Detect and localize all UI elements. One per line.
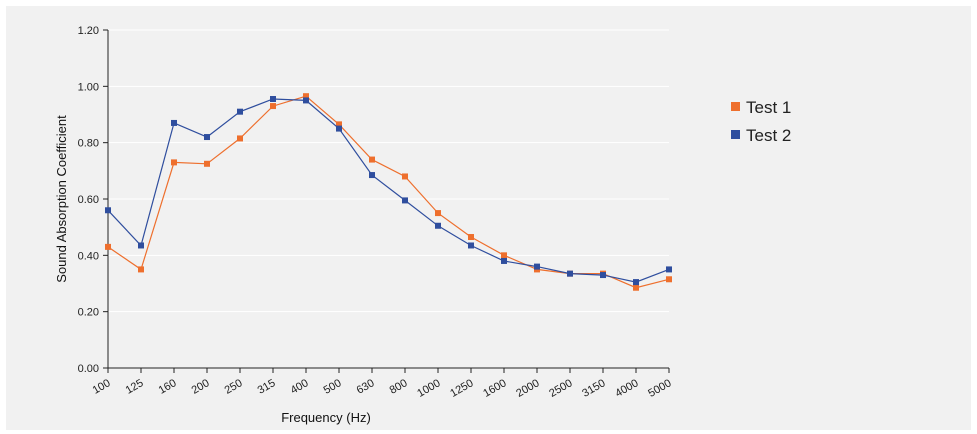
data-point [633, 284, 639, 291]
x-tick-label: 100 [91, 377, 113, 397]
y-axis-title: Sound Absorption Coefficient [54, 115, 69, 283]
data-point [336, 125, 342, 132]
data-point [204, 160, 210, 167]
data-point [237, 108, 243, 115]
series-layer [105, 93, 672, 291]
data-point [270, 103, 276, 110]
series-line [107, 95, 670, 289]
x-tick-label: 3150 [580, 377, 607, 400]
data-point [534, 263, 540, 270]
legend-swatch [731, 102, 740, 111]
data-point [303, 97, 309, 104]
data-point [468, 242, 474, 249]
data-point [138, 266, 144, 273]
x-tick-label: 400 [289, 377, 311, 397]
legend: Test 1 Test 2 [731, 98, 791, 145]
x-tick-label: 1000 [415, 377, 442, 400]
x-tick-label: 500 [322, 377, 344, 397]
data-point [666, 266, 672, 273]
x-tick-label: 630 [355, 377, 377, 397]
x-tick-label: 200 [190, 377, 212, 397]
series-line [107, 98, 670, 283]
data-point [204, 134, 210, 141]
data-point [402, 173, 408, 180]
y-tick-label: 1.20 [78, 25, 99, 37]
y-tick-label: 0.20 [78, 307, 99, 319]
x-tick-label: 250 [223, 377, 245, 397]
x-axis-title: Frequency (Hz) [281, 410, 371, 425]
x-tick-label: 1250 [448, 377, 475, 400]
data-point [336, 121, 342, 128]
data-point [270, 96, 276, 103]
x-tick-label: 125 [124, 377, 146, 397]
data-point [567, 270, 573, 277]
y-tick-label: 0.80 [78, 138, 99, 150]
x-tick-label: 160 [157, 377, 179, 397]
x-tick-labels: 100 125 160 200 250 315 400 500 630 800 1000 1250 16… [91, 368, 674, 400]
data-point [105, 243, 111, 250]
legend-label: Test 2 [746, 126, 791, 145]
data-point [303, 93, 309, 100]
x-tick-label: 800 [388, 377, 410, 397]
data-point [666, 276, 672, 283]
data-point [171, 159, 177, 166]
data-point [369, 172, 375, 179]
series-1 [105, 93, 672, 291]
y-tick-label: 1.00 [78, 81, 99, 93]
x-tick-label: 5000 [646, 377, 673, 400]
data-point [105, 207, 111, 214]
chart-panel [6, 6, 971, 430]
data-point [237, 135, 243, 142]
x-tick-label: 2500 [547, 377, 574, 400]
data-point [402, 197, 408, 204]
data-point [138, 242, 144, 249]
grid-lines [108, 29, 669, 313]
y-tick-label: 0.60 [78, 194, 99, 206]
y-tick-labels: 0.00 0.20 0.40 0.60 0.80 1.00 1.20 [78, 25, 108, 375]
y-tick-label: 0.00 [78, 363, 99, 375]
data-point [633, 279, 639, 286]
legend-label: Test 1 [746, 98, 791, 117]
x-tick-label: 2000 [514, 377, 541, 400]
data-point [501, 257, 507, 264]
series-2 [105, 96, 672, 286]
data-point [468, 234, 474, 241]
y-tick-label: 0.40 [78, 250, 99, 262]
data-point [435, 222, 441, 229]
legend-swatch [731, 130, 740, 139]
x-tick-label: 315 [256, 377, 278, 397]
data-point [501, 252, 507, 259]
x-tick-label: 1600 [481, 377, 508, 400]
x-tick-label: 4000 [613, 377, 640, 400]
data-point [435, 210, 441, 217]
data-point [600, 272, 606, 279]
data-point [369, 156, 375, 163]
data-point [171, 119, 177, 126]
